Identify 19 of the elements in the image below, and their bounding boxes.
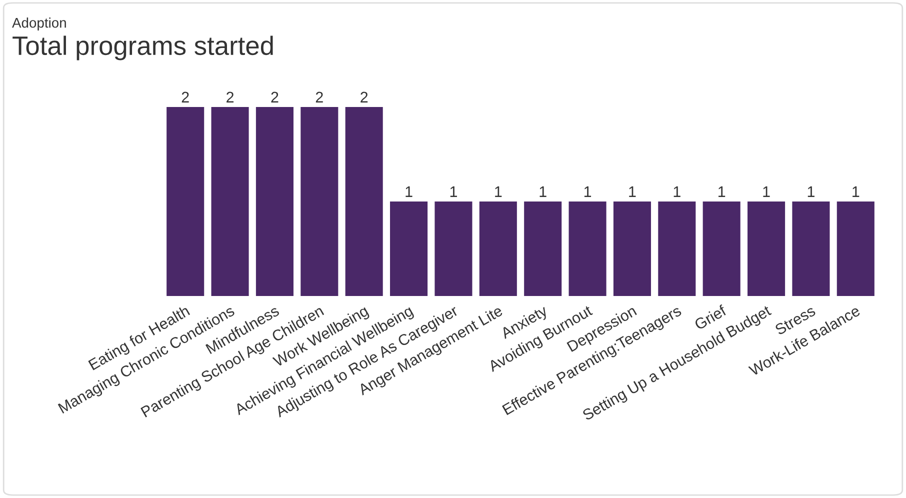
data-label: 1 <box>808 186 814 197</box>
data-label: 2 <box>226 92 234 102</box>
data-label: 1 <box>718 186 726 197</box>
data-label: 1 <box>540 186 546 197</box>
data-label: 1 <box>763 186 770 197</box>
data-label: 2 <box>360 92 368 102</box>
data-label: 2 <box>182 92 189 102</box>
data-label: 1 <box>495 186 502 197</box>
text: Adoption <box>12 18 66 30</box>
chart-title: Total programs started <box>12 36 273 60</box>
data-label: 1 <box>450 186 457 197</box>
data-label: 1 <box>406 186 412 197</box>
data-label: 2 <box>316 92 323 102</box>
data-label: 1 <box>852 186 860 197</box>
x-tick-label: Grief <box>694 304 728 330</box>
data-label: 1 <box>629 186 636 197</box>
data-label: 1 <box>584 186 592 197</box>
data-label: 2 <box>271 92 278 102</box>
data-label: 1 <box>674 186 680 197</box>
